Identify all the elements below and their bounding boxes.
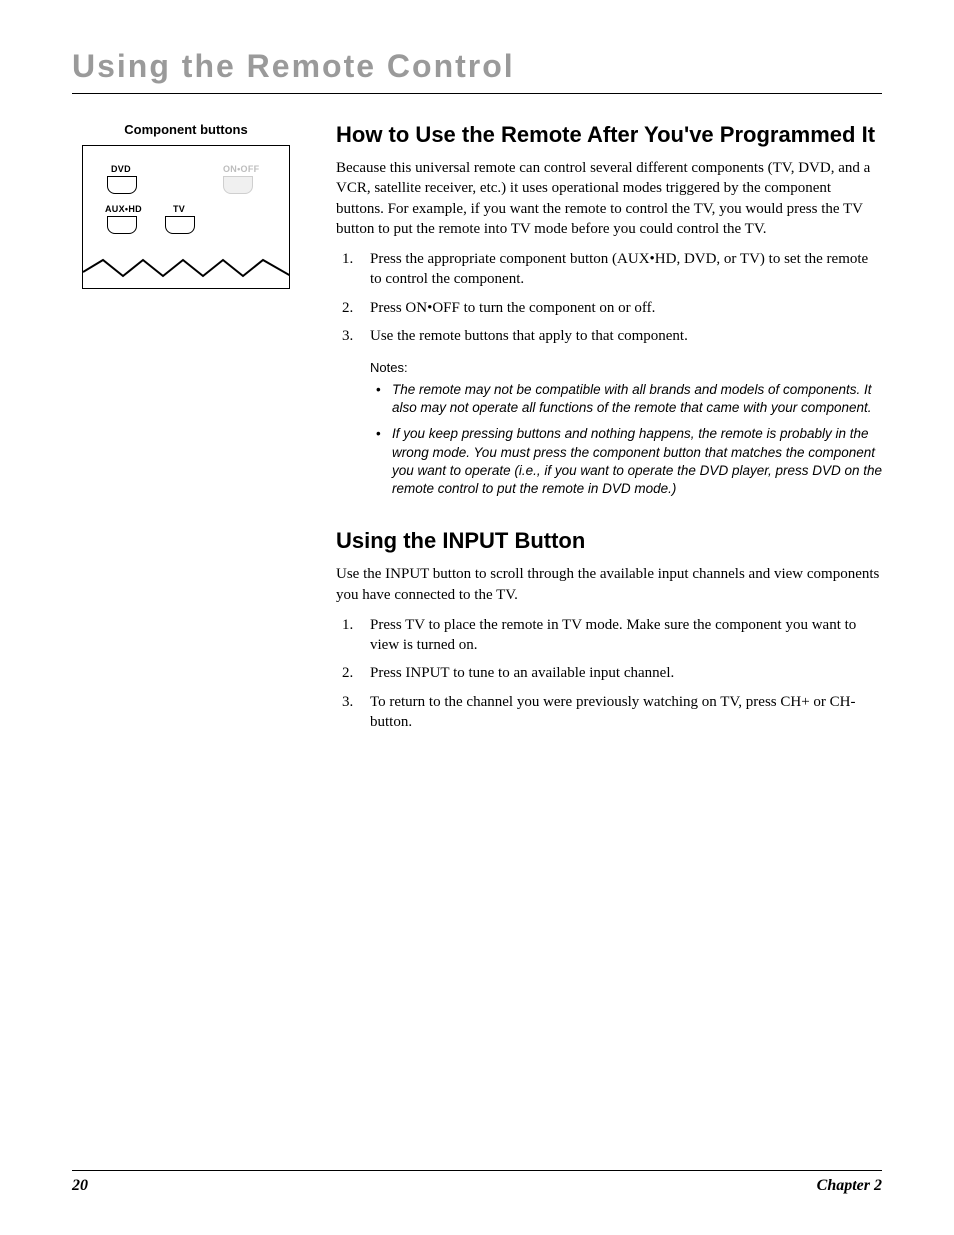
figure-onoff-button [223,176,253,194]
notes-list: The remote may not be compatible with al… [370,381,882,498]
chapter-title: Using the Remote Control [72,48,882,94]
step-item: Press ON•OFF to turn the component on or… [336,298,882,318]
figure-caption: Component buttons [72,122,300,137]
remote-figure: DVD ON•OFF AUX•HD TV [82,145,290,289]
note-item: The remote may not be compatible with al… [370,381,882,417]
notes-label: Notes: [370,360,882,375]
step-item: Press INPUT to tune to an available inpu… [336,663,882,683]
page-footer: 20 Chapter 2 [72,1170,882,1195]
section2-steps: Press TV to place the remote in TV mode.… [336,615,882,732]
section1-steps: Press the appropriate component button (… [336,249,882,346]
step-item: To return to the channel you were previo… [336,692,882,733]
sidebar: Component buttons DVD ON•OFF AUX•HD TV [72,122,300,289]
label-onoff: ON•OFF [223,164,259,174]
figure-dvd-button [107,176,137,194]
figure-tv-button [165,216,195,234]
page-number: 20 [72,1177,88,1195]
section1-heading: How to Use the Remote After You've Progr… [336,122,882,148]
label-tv: TV [173,204,185,214]
content-row: Component buttons DVD ON•OFF AUX•HD TV H… [72,122,882,746]
chapter-label: Chapter 2 [817,1177,882,1195]
note-item: If you keep pressing buttons and nothing… [370,425,882,498]
step-item: Press TV to place the remote in TV mode.… [336,615,882,656]
label-dvd: DVD [111,164,131,174]
main-column: How to Use the Remote After You've Progr… [336,122,882,746]
label-auxhd: AUX•HD [105,204,142,214]
section2-heading: Using the INPUT Button [336,528,882,554]
figure-auxhd-button [107,216,137,234]
step-item: Press the appropriate component button (… [336,249,882,290]
figure-torn-edge [83,256,290,288]
step-item: Use the remote buttons that apply to tha… [336,326,882,346]
section1-intro: Because this universal remote can contro… [336,158,882,239]
section2-intro: Use the INPUT button to scroll through t… [336,564,882,605]
